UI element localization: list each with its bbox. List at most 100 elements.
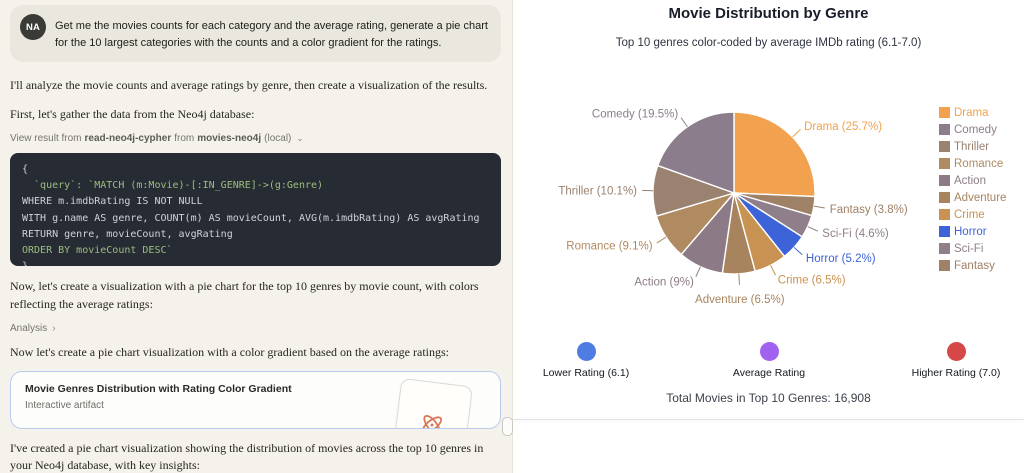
pie-slice-label: Crime (6.5%) [778, 275, 846, 287]
legend-label: Action [954, 174, 986, 187]
tool-result-middle: from [174, 133, 195, 144]
legend-swatch [939, 175, 950, 186]
analysis-toggle[interactable]: Analysis › [10, 323, 501, 334]
pie-label-line [792, 129, 801, 138]
legend-swatch [939, 209, 950, 220]
atom-icon [421, 414, 443, 428]
legend-label: Drama [954, 106, 989, 119]
legend-item-action: Action [939, 172, 1006, 189]
legend-item-comedy: Comedy [939, 121, 1006, 138]
legend-item-thriller: Thriller [939, 138, 1006, 155]
code-line: RETURN genre, movieCount, avgRating [22, 228, 233, 240]
tool-name: read-neo4j-cypher [84, 133, 172, 144]
total-movies-label: Total Movies in Top 10 Genres: 16,908 [666, 391, 871, 405]
code-line: ORDER BY movieCount DESC` [22, 245, 173, 257]
pie-slice-label: Romance (9.1%) [566, 241, 652, 253]
pie-chart: Drama (25.7%) Fantasy (3.8%) Sci-Fi (4.6%)… [558, 109, 908, 306]
legend-swatch [939, 192, 950, 203]
panel-bottom-divider [513, 419, 1024, 420]
legend-swatch [939, 226, 950, 237]
legend-item-sci-fi: Sci-Fi [939, 240, 1006, 257]
assistant-paragraph-gather: First, let's gather the data from the Ne… [10, 106, 255, 121]
user-message-bubble: NA Get me the movies counts for each cat… [10, 5, 501, 62]
rating-legend-item: Lower Rating (6.1) [521, 342, 651, 379]
chat-panel: NA Get me the movies counts for each cat… [10, 5, 501, 473]
pie-slice-label: Horror (5.2%) [806, 253, 876, 265]
legend-label: Romance [954, 157, 1004, 170]
analysis-label: Analysis [10, 323, 48, 334]
pie-slice-label: Fantasy (3.8%) [830, 204, 908, 216]
rating-dot [759, 342, 779, 361]
artifact-card[interactable]: Movie Genres Distribution with Rating Co… [10, 370, 501, 429]
artifact-title: Movie Genres Distribution with Rating Co… [25, 382, 292, 395]
server-name: movies-neo4j [197, 133, 262, 144]
rating-label: Average Rating [732, 367, 806, 379]
legend-label: Fantasy [954, 259, 995, 272]
legend-item-horror: Horror [939, 223, 1006, 240]
legend-label: Comedy [954, 123, 997, 136]
legend-label: Thriller [954, 140, 990, 153]
legend-item-crime: Crime [939, 206, 1006, 223]
chart-subtitle: Top 10 genres color-coded by average IMD… [615, 37, 922, 49]
pie-slice-label: Thriller (10.1%) [558, 185, 637, 197]
rating-legend-item: Average Rating [704, 342, 834, 379]
code-line: { [22, 164, 29, 175]
legend-swatch [939, 158, 950, 169]
pie-slice-label: Drama (25.7%) [804, 121, 882, 133]
chart-title: Movie Distribution by Genre [668, 5, 869, 22]
pie-slice-comedy[interactable] [656, 111, 735, 194]
legend-label: Adventure [954, 191, 1007, 204]
legend-item-adventure: Adventure [939, 189, 1006, 206]
rating-label: Lower Rating (6.1) [542, 367, 630, 379]
rating-label: Higher Rating (7.0) [911, 367, 1001, 379]
legend-item-drama: Drama [939, 104, 1006, 121]
pie-label-line [813, 205, 825, 209]
code-line: `query`: `MATCH (m:Movie)-[:IN_GENRE]->(… [22, 180, 324, 192]
rating-dot [946, 342, 966, 361]
pie-label-line [695, 266, 701, 277]
artifact-subtitle: Interactive artifact [25, 399, 104, 411]
assistant-paragraph-viz: Now, let's create a visualization with a… [10, 279, 479, 311]
tool-result-prefix: View result from [10, 133, 82, 144]
tool-result-toggle[interactable]: View result from read-neo4j-cypher from … [10, 133, 501, 144]
pie-label-line [680, 117, 688, 128]
legend-label: Sci-Fi [954, 242, 984, 255]
legend-item-fantasy: Fantasy [939, 257, 1006, 274]
legend-swatch [939, 260, 950, 271]
pie-slice-label: Sci-Fi (4.6%) [822, 228, 889, 240]
assistant-paragraph-gradient: Now let's create a pie chart visualizati… [10, 345, 449, 359]
pie-label-line [793, 246, 803, 256]
chevron-right-icon: › [52, 323, 56, 334]
code-line: WITH g.name AS genre, COUNT(m) AS movieC… [22, 212, 480, 224]
legend-swatch [939, 243, 950, 254]
user-message-text: Get me the movies counts for each catego… [55, 20, 488, 49]
legend-label: Crime [954, 208, 985, 221]
assistant-paragraph-summary: I've created a pie chart visualization s… [10, 440, 484, 473]
pie-slice-label: Action (9%) [634, 276, 694, 288]
pie-slice-label: Adventure (6.5%) [695, 294, 785, 306]
assistant-paragraph-intro: I'll analyze the movie counts and averag… [10, 78, 488, 92]
artifact-thumbnail [391, 377, 473, 428]
tool-result-suffix: (local) [264, 133, 292, 144]
code-line: } [22, 259, 489, 266]
code-line: WHERE m.imdbRating IS NOT NULL [22, 196, 203, 208]
legend-swatch [939, 107, 950, 118]
pie-label-line [656, 236, 667, 244]
legend-swatch [939, 141, 950, 152]
legend-swatch [939, 124, 950, 135]
pie-slice-drama[interactable] [733, 111, 816, 198]
pie-slice-label: Comedy (19.5%) [592, 109, 678, 121]
chevron-down-icon[interactable]: ⌄ [296, 133, 304, 143]
pie-label-line [738, 273, 740, 285]
pie-label-line [770, 265, 776, 276]
user-avatar: NA [20, 14, 46, 40]
rating-dot [576, 342, 596, 361]
cypher-code-block: { `query`: `MATCH (m:Movie)-[:IN_GENRE]-… [10, 153, 501, 266]
rating-legend-item: Higher Rating (7.0) [891, 342, 1021, 379]
panel-resize-handle[interactable] [502, 417, 513, 436]
legend-label: Horror [954, 225, 987, 238]
pie-label-line [807, 226, 818, 232]
artifact-preview-panel: Movie Distribution by Genre Top 10 genre… [512, 0, 1024, 473]
legend-item-romance: Romance [939, 155, 1006, 172]
genre-legend: Drama Comedy Thriller Romance Action Adventur… [939, 104, 1006, 274]
